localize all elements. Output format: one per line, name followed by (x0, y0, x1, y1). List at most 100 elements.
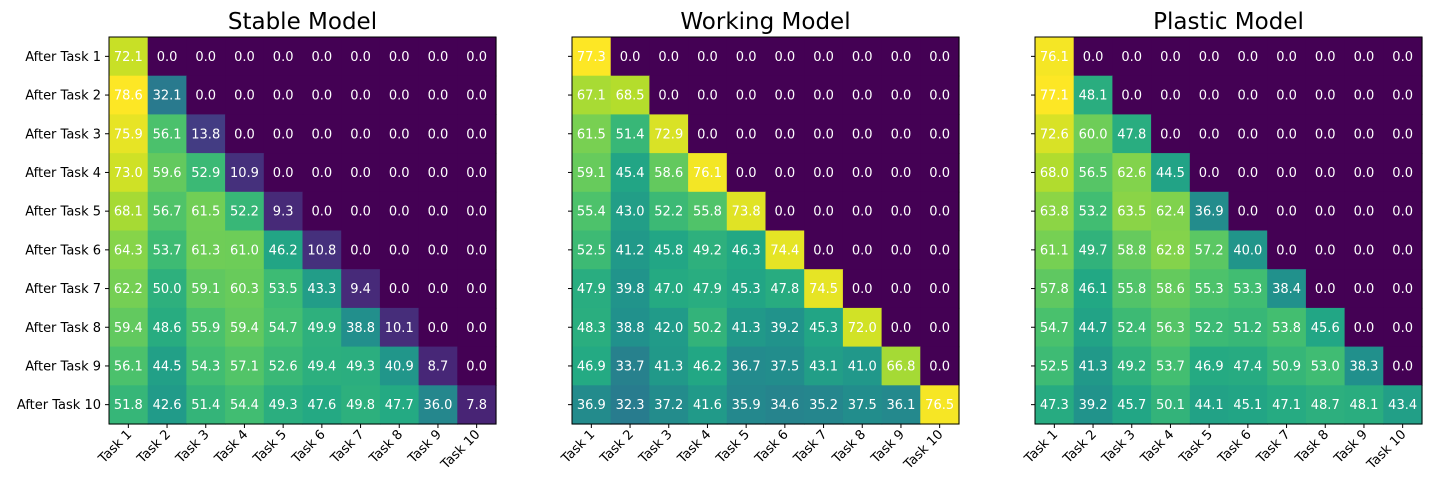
cell-value-label: 44.7 (1079, 321, 1108, 336)
heatmap-cell (1112, 114, 1152, 154)
x-tick-label: Task 3 (173, 427, 213, 467)
heatmap-cell (302, 75, 342, 115)
heatmap-cell (1035, 346, 1075, 386)
cell-value-label: 0.0 (1354, 321, 1375, 336)
heatmap-cell (572, 153, 612, 193)
panel-title: Plastic Model (1153, 9, 1304, 35)
heatmap-cell (842, 114, 883, 154)
cell-value-label: 47.7 (385, 398, 414, 413)
cell-value-label: 74.5 (809, 282, 838, 297)
heatmap-cell (1267, 153, 1307, 193)
heatmap-cell (1073, 153, 1113, 193)
heatmap-cell (688, 230, 728, 270)
heatmap-cell (147, 269, 187, 309)
cell-value-label: 0.0 (1238, 50, 1259, 65)
heatmap-cell (765, 346, 805, 386)
cell-value-label: 45.8 (654, 243, 683, 258)
heatmap-cell (263, 307, 304, 348)
cell-value-label: 0.0 (736, 166, 757, 181)
heatmap-cell (649, 385, 689, 425)
cell-value-label: 61.1 (1040, 243, 1069, 258)
cell-value-label: 0.0 (1276, 127, 1297, 142)
heatmap-cell (1035, 385, 1075, 425)
heatmap-cell (225, 114, 265, 154)
cell-value-label: 50.2 (693, 321, 722, 336)
cell-value-label: 56.7 (153, 205, 182, 220)
cell-value-label: 46.9 (1195, 359, 1224, 374)
cell-value-label: 0.0 (389, 166, 410, 181)
heatmap-cell (1151, 153, 1191, 193)
heatmap-cell (1189, 307, 1230, 348)
heatmap-cell (225, 75, 265, 115)
cell-value-label: 49.2 (1117, 359, 1146, 374)
cell-value-label: 0.0 (1354, 243, 1375, 258)
cell-value-label: 0.0 (1354, 166, 1375, 181)
plot-frame (571, 36, 960, 425)
heatmap-cell (649, 191, 689, 232)
cell-value-label: 0.0 (813, 243, 834, 258)
x-tick-label: Task 10 (901, 427, 947, 473)
heatmap-cell (341, 114, 381, 154)
cell-value-label: 0.0 (1276, 50, 1297, 65)
heatmap-cell (804, 269, 844, 309)
cell-value-label: 32.3 (616, 398, 645, 413)
y-tick-label: After Task 8 (25, 321, 101, 336)
heatmap-cell (726, 346, 767, 386)
heatmap-cell (765, 75, 805, 115)
x-tick-label: Task 7 (327, 427, 367, 467)
cell-value-label: 39.8 (616, 282, 645, 297)
heatmap-cell (379, 75, 420, 115)
heatmap-cell (1344, 230, 1384, 270)
cell-value-label: 53.8 (1272, 321, 1301, 336)
heatmap-cell (572, 269, 612, 309)
heatmap-cell (109, 230, 149, 270)
heatmap-cell (1344, 307, 1384, 348)
cell-value-label: 0.0 (273, 89, 294, 104)
heatmap-cell (1267, 75, 1307, 115)
cell-value-label: 63.5 (1117, 205, 1146, 220)
heatmap-cell (920, 191, 960, 232)
heatmap-cell (1112, 346, 1152, 386)
heatmap-cell (1151, 269, 1191, 309)
y-tick-label: After Task 2 (25, 89, 101, 104)
cell-value-label: 68.0 (1040, 166, 1069, 181)
cell-value-label: 0.0 (891, 243, 912, 258)
cell-value-label: 52.2 (1195, 321, 1224, 336)
cell-value-label: 0.0 (929, 127, 950, 142)
cell-value-label: 43.4 (1388, 398, 1417, 413)
heatmap-cell (341, 37, 381, 77)
cell-value-label: 0.0 (428, 321, 449, 336)
heatmap-cell (109, 37, 149, 77)
heatmap-cell (1073, 385, 1113, 425)
cell-value-label: 41.2 (616, 243, 645, 258)
cell-value-label: 0.0 (813, 127, 834, 142)
heatmap-cell (302, 37, 342, 77)
heatmap-cell (186, 153, 226, 193)
heatmap-cell (1151, 114, 1191, 154)
cell-value-label: 0.0 (312, 89, 333, 104)
cell-value-label: 0.0 (1238, 166, 1259, 181)
heatmap-cell (804, 346, 844, 386)
cell-value-label: 0.0 (428, 205, 449, 220)
heatmap-cell (1189, 385, 1230, 425)
cell-value-label: 47.4 (1233, 359, 1262, 374)
cell-value-label: 0.0 (929, 359, 950, 374)
cell-value-label: 0.0 (312, 166, 333, 181)
cell-value-label: 54.4 (230, 398, 259, 413)
heatmap-cell (649, 153, 689, 193)
cell-value-label: 46.3 (732, 243, 761, 258)
heatmap-cell (610, 230, 650, 270)
cell-value-label: 0.0 (428, 89, 449, 104)
cell-value-label: 0.0 (1238, 205, 1259, 220)
heatmap-cell (842, 346, 883, 386)
heatmap-cell (1189, 269, 1230, 309)
heatmap-cell (920, 230, 960, 270)
heatmap-cell (379, 385, 420, 425)
x-tick-label: Task 4 (211, 427, 251, 467)
heatmap-cell (302, 346, 342, 386)
cell-value-label: 0.0 (929, 282, 950, 297)
heatmap-cell (418, 346, 458, 386)
heatmap-cell (457, 153, 497, 193)
heatmap-cell (688, 385, 728, 425)
cell-value-label: 0.0 (852, 166, 873, 181)
